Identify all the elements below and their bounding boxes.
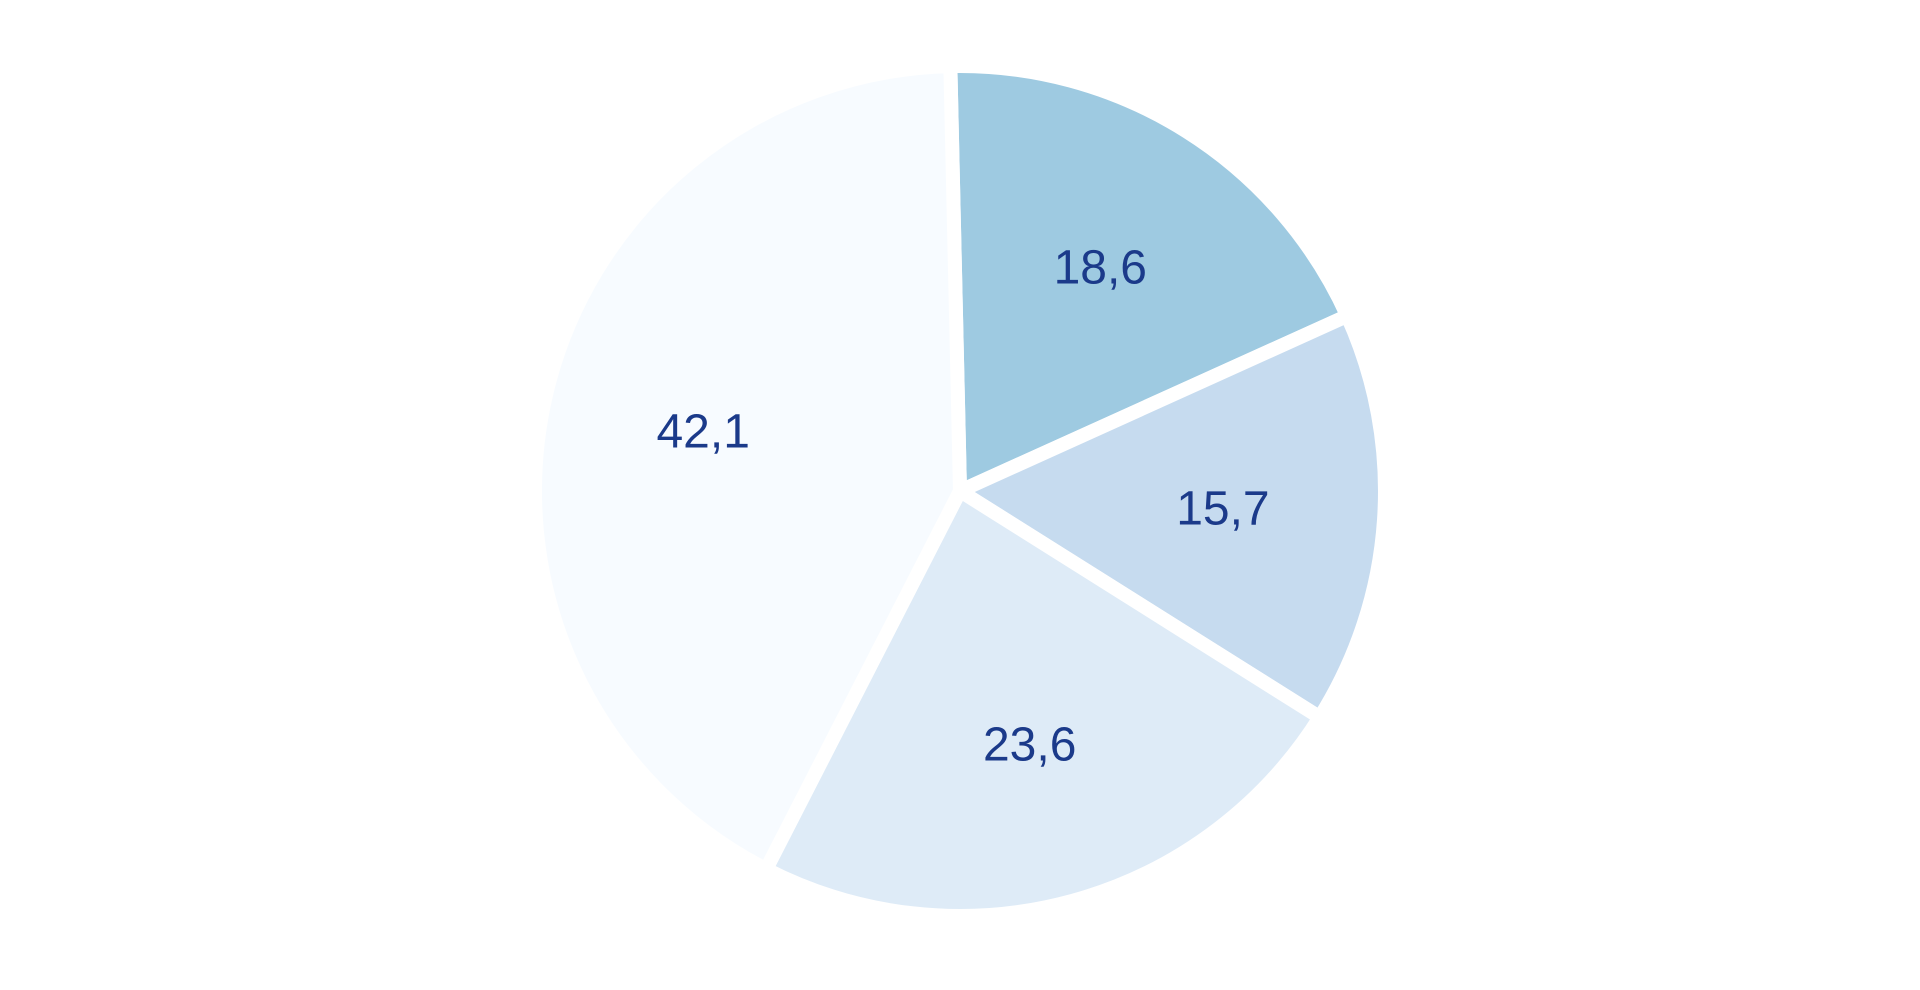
pie-slice-3 — [759, 484, 1327, 923]
pie-slice-label-4: 42,1 — [656, 406, 749, 459]
pie-labels: 18,6 15,7 23,6 42,1 — [656, 242, 1269, 772]
pie-slice-1 — [943, 59, 1355, 498]
pie-slice-label-3: 23,6 — [983, 719, 1076, 772]
pie-slice-label-2: 15,7 — [1176, 483, 1269, 536]
pie-slice-4 — [528, 59, 967, 877]
pie-slice-label-1: 18,6 — [1054, 242, 1147, 295]
pie-slice-2 — [953, 308, 1392, 725]
pie-slices — [528, 59, 1392, 923]
